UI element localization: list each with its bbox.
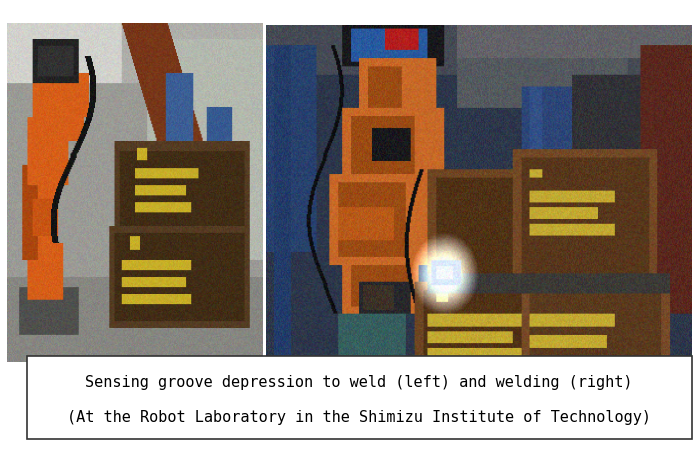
Text: (At the Robot Laboratory in the Shimizu Institute of Technology): (At the Robot Laboratory in the Shimizu …	[67, 410, 651, 425]
Text: Sensing groove depression to weld (left) and welding (right): Sensing groove depression to weld (left)…	[85, 375, 633, 390]
FancyBboxPatch shape	[27, 356, 692, 439]
